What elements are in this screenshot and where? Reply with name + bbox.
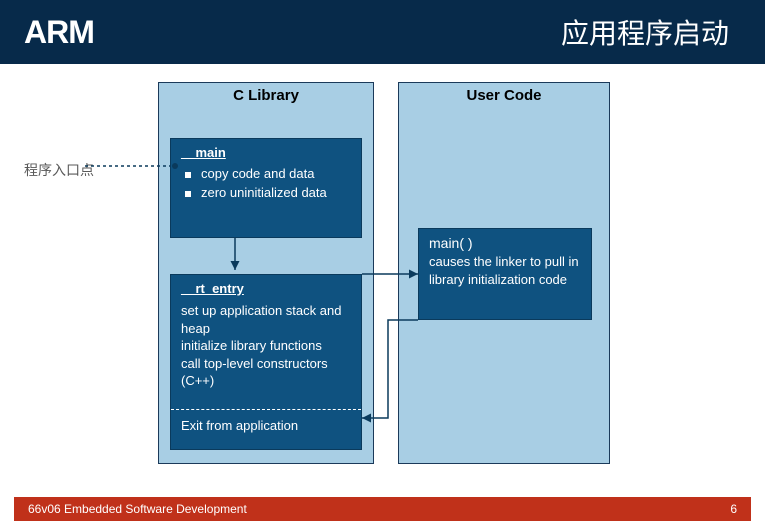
slide-header: ARM 应用程序启动 <box>0 0 765 64</box>
footer-bar: 66v06 Embedded Software Development 6 <box>14 497 751 521</box>
diagram-canvas: 程序入口点 C Library User Code __main copy co… <box>0 82 765 477</box>
entry-point-label: 程序入口点 <box>24 160 94 180</box>
connectors-svg <box>0 82 765 477</box>
rt-entry-heading: __rt_entry <box>181 281 351 296</box>
rt-entry-divider <box>171 409 361 410</box>
c-library-title: C Library <box>159 83 373 110</box>
main-bullet-list: copy code and data zero uninitialized da… <box>181 166 351 200</box>
rt-exit-label: Exit from application <box>181 417 298 435</box>
user-main-block: main( ) causes the linker to pull in lib… <box>418 228 592 320</box>
main-bullet: zero uninitialized data <box>185 185 351 200</box>
rt-entry-block: __rt_entry set up application stack and … <box>170 274 362 450</box>
main-bullet: copy code and data <box>185 166 351 181</box>
user-code-title: User Code <box>399 83 609 110</box>
main-block: __main copy code and data zero uninitial… <box>170 138 362 238</box>
slide-title: 应用程序启动 <box>561 12 729 52</box>
footer-left: 66v06 Embedded Software Development <box>28 502 247 516</box>
user-main-heading: main( ) <box>429 235 581 251</box>
user-main-body: causes the linker to pull in library ini… <box>429 253 581 288</box>
rt-entry-body: set up application stack and heapinitial… <box>181 302 351 390</box>
arm-logo: ARM <box>24 14 94 51</box>
footer-page-number: 6 <box>730 502 737 516</box>
main-heading: __main <box>181 145 351 160</box>
